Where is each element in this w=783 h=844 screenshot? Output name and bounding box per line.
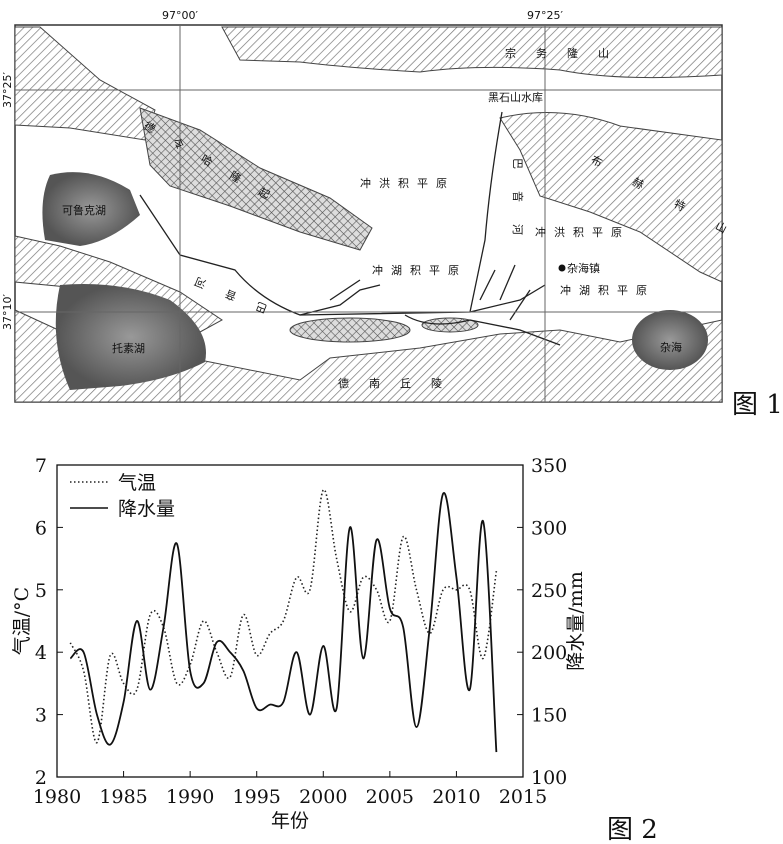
y-tick-label: 4 [35, 642, 47, 664]
series-line [69, 489, 498, 744]
x-tick-label: 2015 [499, 786, 547, 808]
legend-label: 气温 [118, 472, 156, 494]
x-axis-label: 年份 [271, 810, 309, 832]
map-label: 冲洪积平原 [535, 225, 630, 239]
map-label: 冲洪积平原 [360, 176, 455, 190]
y2-axis-label: 降水量/mm [565, 571, 587, 670]
figure-caption: 图 2 [607, 815, 658, 844]
lon-label: 97°00′ [162, 9, 198, 22]
lon-label: 97°25′ [527, 9, 563, 22]
y2-tick-label: 350 [531, 455, 567, 477]
map-label: 宗务隆山 [505, 46, 629, 60]
map: 97°00′ 97°25′ 37°25′ 37°10′ 宗务隆山 黑石山水库 德… [1, 9, 783, 420]
y-tick-label: 2 [35, 767, 47, 789]
y2-tick-label: 250 [531, 580, 567, 602]
x-tick-label: 2000 [299, 786, 347, 808]
plot-frame [56, 464, 524, 778]
y-tick-label: 3 [35, 705, 47, 727]
map-label: 德南丘陵 [338, 376, 462, 390]
y2-tick-label: 100 [531, 767, 567, 789]
map-label: 可鲁克湖 [62, 203, 106, 217]
x-tick-label: 1985 [99, 786, 147, 808]
series-line [69, 492, 498, 753]
legend-label: 降水量 [118, 498, 175, 520]
map-label: 托素湖 [112, 341, 145, 355]
lat-label: 37°10′ [1, 294, 14, 330]
y-tick-label: 6 [35, 517, 47, 539]
y-tick-label: 5 [35, 580, 47, 602]
y2-tick-label: 150 [531, 705, 567, 727]
map-label: 黑石山水库 [488, 91, 543, 104]
x-tick-label: 2010 [432, 786, 480, 808]
map-label: 冲湖积平原 [372, 263, 467, 277]
lat-label: 37°25′ [1, 72, 14, 108]
map-label: 杂海镇 [567, 261, 600, 275]
map-label: 冲湖积平原 [560, 283, 655, 297]
x-tick-label: 1990 [166, 786, 214, 808]
map-label: 巴音河 [511, 158, 525, 257]
y-axis-label: 气温/°C [11, 587, 33, 655]
y-tick-label: 7 [35, 455, 47, 477]
figure-caption: 图 1 [732, 390, 783, 420]
y2-tick-label: 300 [531, 517, 567, 539]
x-tick-label: 1995 [233, 786, 281, 808]
map-label: 杂海 [660, 340, 682, 354]
x-tick-label: 1980 [33, 786, 81, 808]
x-tick-label: 2005 [366, 786, 414, 808]
y2-tick-label: 200 [531, 642, 567, 664]
